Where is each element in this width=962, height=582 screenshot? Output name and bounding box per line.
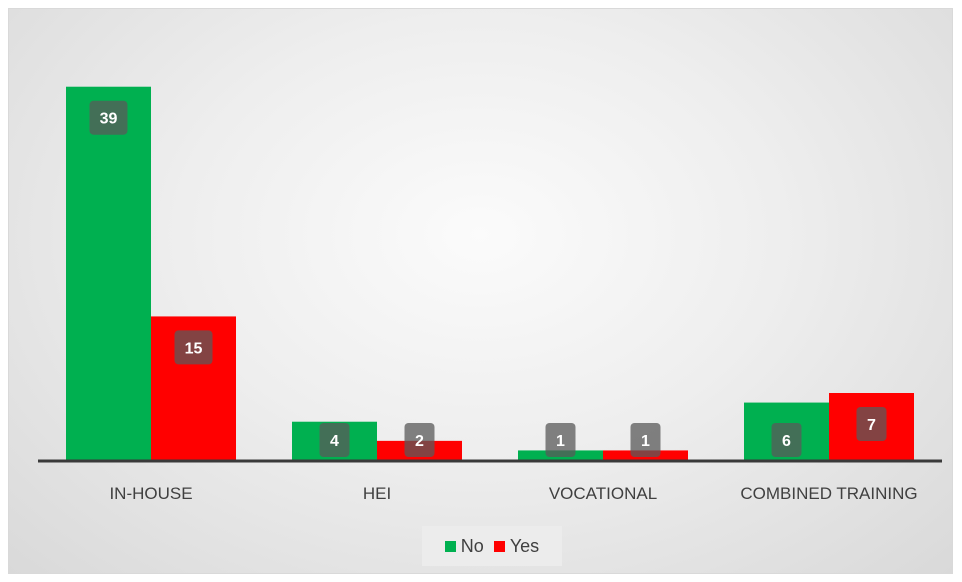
category-labels-layer: IN-HOUSE HEI VOCATIONAL COMBINED TRAINING — [109, 484, 917, 503]
data-label-box — [630, 423, 661, 457]
data-label-no-vocational: 1 — [545, 423, 576, 457]
data-label-no-in-house: 39 — [89, 100, 128, 135]
data-label-value: 1 — [556, 433, 565, 450]
data-label-value: 7 — [867, 417, 876, 434]
bars-layer — [66, 86, 914, 460]
data-label-yes-in-house: 15 — [174, 330, 213, 365]
data-label-yes-vocational: 1 — [630, 423, 661, 457]
data-label-box — [404, 423, 435, 457]
category-label-in-house: IN-HOUSE — [109, 484, 192, 503]
category-label-vocational: VOCATIONAL — [549, 484, 657, 503]
data-label-value: 4 — [330, 433, 339, 450]
data-label-no-hei: 4 — [319, 423, 350, 457]
legend-swatch-no — [444, 540, 456, 552]
data-label-no-combined-training: 6 — [771, 423, 802, 457]
data-label-box — [856, 407, 887, 441]
legend-label-no: No — [460, 535, 484, 556]
data-label-value: 6 — [782, 433, 791, 450]
data-label-box — [174, 330, 213, 365]
legend-item-yes: Yes — [493, 535, 540, 557]
category-label-combined-training: COMBINED TRAINING — [740, 484, 917, 503]
legend-swatch-yes — [493, 540, 505, 552]
category-label-hei: HEI — [363, 484, 391, 503]
data-labels-layer: 39 15 4 2 1 1 6 7 — [89, 100, 887, 457]
legend-item-no: No — [444, 535, 484, 557]
data-label-box — [89, 100, 128, 135]
data-label-value: 15 — [185, 340, 203, 357]
data-label-box — [545, 423, 576, 457]
data-label-box — [319, 423, 350, 457]
data-label-yes-hei: 2 — [404, 423, 435, 457]
data-label-value: 2 — [415, 433, 424, 450]
data-label-value: 1 — [641, 433, 650, 450]
data-label-yes-combined-training: 7 — [856, 407, 887, 441]
legend: No Yes — [422, 526, 562, 566]
legend-label-yes: Yes — [509, 535, 540, 556]
chart-area — [8, 8, 953, 574]
data-label-value: 39 — [100, 111, 118, 128]
bar-no-in-house — [66, 86, 151, 460]
data-label-box — [771, 423, 802, 457]
